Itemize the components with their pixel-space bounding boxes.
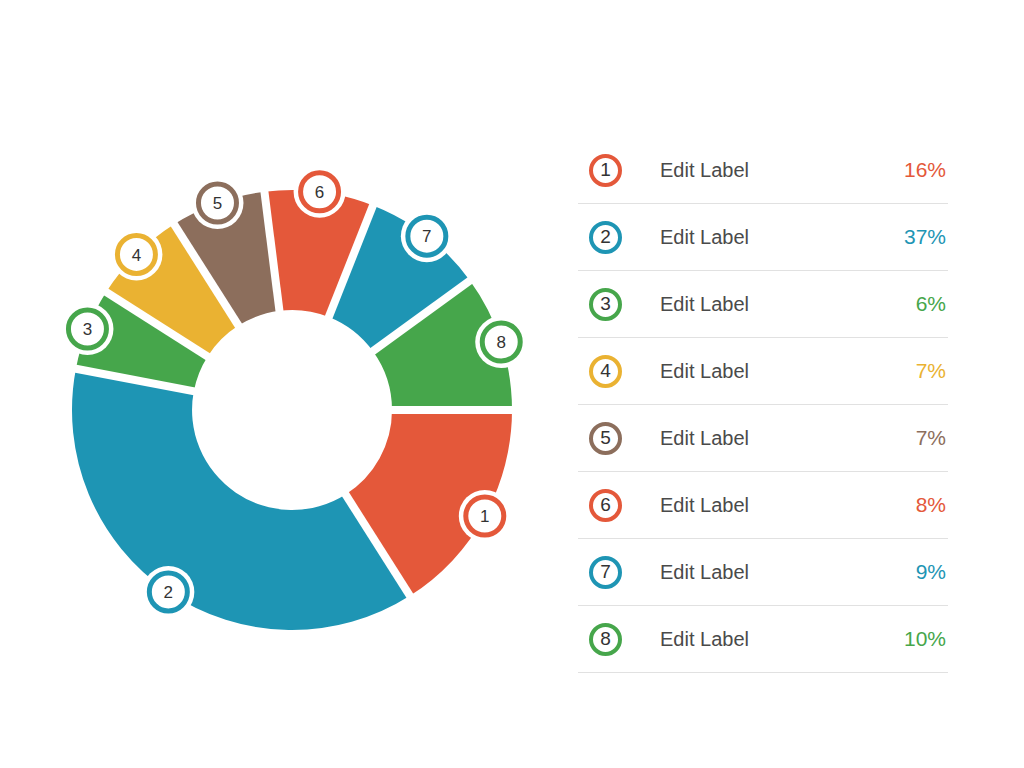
legend-row-6: 6 Edit Label 8% [578, 472, 948, 539]
legend-edit-label-3[interactable]: Edit Label [660, 293, 749, 316]
legend-badge-number: 5 [600, 427, 611, 449]
badge-number: 8 [496, 333, 505, 352]
legend-percent-5: 7% [916, 426, 946, 450]
legend-percent-8: 10% [904, 627, 946, 651]
legend-percent-3: 6% [916, 292, 946, 316]
badge-number: 6 [315, 183, 324, 202]
legend-badge-number: 1 [600, 159, 611, 181]
segment-badge-8[interactable]: 8 [475, 316, 527, 368]
badge-number: 3 [83, 320, 92, 339]
legend-row-8: 8 Edit Label 10% [578, 606, 948, 673]
legend-badge-5: 5 [589, 422, 622, 455]
segment-badge-2[interactable]: 2 [142, 566, 194, 618]
legend-badge-3: 3 [589, 288, 622, 321]
legend-badge-number: 4 [600, 360, 611, 382]
legend-edit-label-1[interactable]: Edit Label [660, 159, 749, 182]
badge-number: 7 [422, 227, 431, 246]
segment-badge-7[interactable]: 7 [401, 210, 453, 262]
badge-number: 2 [164, 583, 173, 602]
legend-badge-number: 6 [600, 494, 611, 516]
legend-badge-number: 2 [600, 226, 611, 248]
segment-badge-4[interactable]: 4 [110, 228, 162, 280]
legend-row-5: 5 Edit Label 7% [578, 405, 948, 472]
legend-edit-label-5[interactable]: Edit Label [660, 427, 749, 450]
legend-badge-number: 7 [600, 561, 611, 583]
legend-edit-label-8[interactable]: Edit Label [660, 628, 749, 651]
badge-number: 5 [213, 194, 222, 213]
legend-row-1: 1 Edit Label 16% [578, 137, 948, 204]
legend-badge-7: 7 [589, 556, 622, 589]
badge-number: 1 [480, 507, 489, 526]
chart-legend: 1Edit Label16%2Edit Label37%3Edit Label6… [578, 137, 948, 673]
legend-percent-1: 16% [904, 158, 946, 182]
legend-percent-2: 37% [904, 225, 946, 249]
legend-edit-label-2[interactable]: Edit Label [660, 226, 749, 249]
canvas: 1 2 3 4 5 6 7 8 1 Edit Label 16% 2 Edit Label 37% 3 Ed… [0, 0, 1024, 768]
legend-edit-label-4[interactable]: Edit Label [660, 360, 749, 383]
legend-row-7: 7 Edit Label 9% [578, 539, 948, 606]
legend-percent-6: 8% [916, 493, 946, 517]
legend-badge-2: 2 [589, 221, 622, 254]
legend-badge-1: 1 [589, 154, 622, 187]
legend-edit-label-6[interactable]: Edit Label [660, 494, 749, 517]
segment-badge-6[interactable]: 6 [294, 166, 346, 218]
legend-percent-4: 7% [916, 359, 946, 383]
segment-badge-1[interactable]: 1 [459, 490, 511, 542]
badge-number: 4 [132, 246, 141, 265]
segment-badge-3[interactable]: 3 [61, 303, 113, 355]
legend-badge-6: 6 [589, 489, 622, 522]
legend-row-3: 3 Edit Label 6% [578, 271, 948, 338]
legend-badge-number: 8 [600, 628, 611, 650]
legend-badge-8: 8 [589, 623, 622, 656]
legend-percent-7: 9% [916, 560, 946, 584]
legend-badge-number: 3 [600, 293, 611, 315]
legend-edit-label-7[interactable]: Edit Label [660, 561, 749, 584]
legend-row-2: 2 Edit Label 37% [578, 204, 948, 271]
legend-badge-4: 4 [589, 355, 622, 388]
segment-badge-5[interactable]: 5 [191, 177, 243, 229]
legend-row-4: 4 Edit Label 7% [578, 338, 948, 405]
